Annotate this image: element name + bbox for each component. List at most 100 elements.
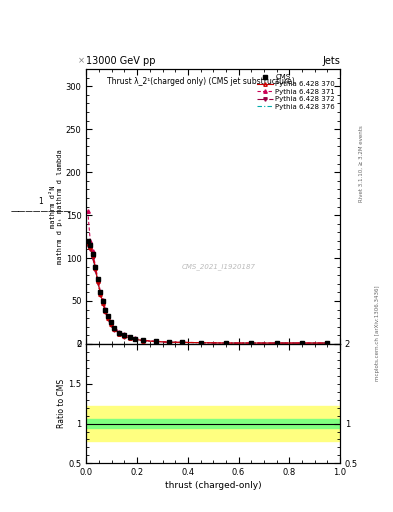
CMS	[88, 242, 93, 248]
Pythia 6.428 372	[93, 267, 98, 273]
Pythia 6.428 370	[106, 315, 110, 321]
Pythia 6.428 371	[167, 339, 171, 345]
CMS	[122, 332, 127, 338]
Pythia 6.428 376	[95, 279, 100, 285]
Pythia 6.428 372	[127, 335, 132, 342]
Pythia 6.428 370	[224, 340, 228, 346]
Pythia 6.428 372	[325, 340, 330, 346]
Pythia 6.428 376	[103, 308, 108, 314]
CMS	[103, 307, 108, 313]
Pythia 6.428 371	[122, 331, 127, 337]
Pythia 6.428 376	[88, 246, 93, 252]
Text: Thrust λ_2¹(charged only) (CMS jet substructure): Thrust λ_2¹(charged only) (CMS jet subst…	[107, 77, 294, 87]
Line: Pythia 6.428 371: Pythia 6.428 371	[86, 209, 329, 345]
Pythia 6.428 370	[274, 340, 279, 346]
Pythia 6.428 372	[98, 292, 103, 298]
Pythia 6.428 370	[95, 278, 100, 284]
Pythia 6.428 371	[224, 340, 228, 346]
CMS	[95, 276, 100, 283]
Pythia 6.428 370	[299, 340, 304, 346]
Text: 1
————————: 1 ————————	[10, 197, 72, 216]
Line: CMS: CMS	[86, 239, 329, 345]
Pythia 6.428 370	[122, 333, 127, 339]
Text: Rivet 3.1.10, ≥ 3.2M events: Rivet 3.1.10, ≥ 3.2M events	[359, 125, 364, 202]
Pythia 6.428 376	[122, 333, 127, 339]
CMS	[117, 330, 122, 336]
Pythia 6.428 370	[117, 331, 122, 337]
CMS	[132, 336, 137, 342]
Pythia 6.428 370	[179, 339, 184, 346]
Pythia 6.428 372	[90, 255, 95, 261]
Pythia 6.428 372	[224, 340, 228, 346]
Pythia 6.428 376	[112, 326, 117, 332]
Text: mcplots.cern.ch [arXiv:1306.3436]: mcplots.cern.ch [arXiv:1306.3436]	[375, 285, 380, 380]
Pythia 6.428 372	[132, 336, 137, 343]
CMS	[325, 340, 330, 346]
Pythia 6.428 370	[85, 240, 90, 246]
Pythia 6.428 371	[103, 306, 108, 312]
Pythia 6.428 370	[167, 339, 171, 345]
Pythia 6.428 372	[179, 339, 184, 346]
Pythia 6.428 372	[103, 309, 108, 315]
Pythia 6.428 376	[224, 340, 228, 346]
Line: Pythia 6.428 370: Pythia 6.428 370	[86, 241, 329, 345]
Pythia 6.428 376	[141, 337, 146, 344]
Text: 13000 GeV pp: 13000 GeV pp	[86, 55, 156, 66]
Pythia 6.428 371	[95, 275, 100, 282]
Legend: CMS, Pythia 6.428 370, Pythia 6.428 371, Pythia 6.428 372, Pythia 6.428 376: CMS, Pythia 6.428 370, Pythia 6.428 371,…	[256, 73, 336, 111]
Pythia 6.428 371	[141, 337, 146, 344]
CMS	[98, 289, 103, 295]
Pythia 6.428 371	[274, 340, 279, 346]
Pythia 6.428 370	[154, 338, 158, 345]
Pythia 6.428 376	[167, 339, 171, 345]
Text: CMS_2021_I1920187: CMS_2021_I1920187	[181, 264, 255, 270]
Pythia 6.428 371	[112, 325, 117, 331]
Pythia 6.428 372	[108, 322, 113, 328]
Pythia 6.428 371	[88, 238, 93, 244]
Pythia 6.428 372	[122, 333, 127, 339]
CMS	[179, 339, 184, 345]
Pythia 6.428 371	[179, 339, 184, 345]
Pythia 6.428 376	[274, 340, 279, 346]
Pythia 6.428 372	[106, 316, 110, 322]
Pythia 6.428 372	[249, 340, 253, 346]
CMS	[154, 338, 158, 345]
Pythia 6.428 372	[154, 338, 158, 345]
Pythia 6.428 370	[93, 265, 98, 271]
CMS	[127, 334, 132, 340]
CMS	[85, 238, 90, 244]
Pythia 6.428 370	[101, 300, 105, 306]
Pythia 6.428 370	[198, 339, 203, 346]
Pythia 6.428 376	[85, 241, 90, 247]
Pythia 6.428 370	[90, 252, 95, 259]
CMS	[167, 339, 171, 345]
Pythia 6.428 371	[98, 288, 103, 294]
Pythia 6.428 376	[127, 335, 132, 341]
Pythia 6.428 376	[98, 291, 103, 297]
Pythia 6.428 372	[274, 340, 279, 346]
Pythia 6.428 370	[249, 340, 253, 346]
Pythia 6.428 370	[112, 326, 117, 332]
CMS	[249, 340, 253, 346]
Pythia 6.428 372	[167, 339, 171, 345]
Pythia 6.428 376	[179, 339, 184, 346]
Pythia 6.428 376	[299, 340, 304, 346]
Pythia 6.428 370	[132, 336, 137, 342]
Pythia 6.428 371	[132, 335, 137, 342]
Pythia 6.428 371	[325, 340, 330, 346]
Pythia 6.428 376	[101, 300, 105, 306]
Pythia 6.428 376	[93, 266, 98, 272]
Pythia 6.428 371	[101, 297, 105, 303]
Pythia 6.428 376	[325, 340, 330, 346]
Pythia 6.428 371	[127, 333, 132, 339]
Pythia 6.428 371	[106, 312, 110, 318]
CMS	[108, 319, 113, 326]
Pythia 6.428 372	[198, 339, 203, 346]
Pythia 6.428 371	[249, 340, 253, 346]
Pythia 6.428 376	[117, 331, 122, 337]
Pythia 6.428 372	[101, 301, 105, 307]
CMS	[274, 340, 279, 346]
Pythia 6.428 370	[88, 244, 93, 250]
CMS	[90, 251, 95, 257]
CMS	[198, 339, 203, 346]
